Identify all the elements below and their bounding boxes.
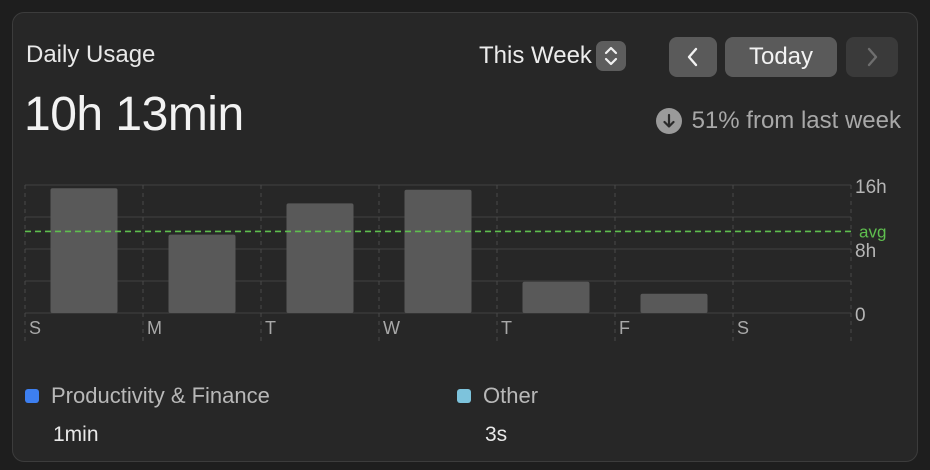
- legend-swatch-productivity: [25, 389, 39, 403]
- legend-value-other: 3s: [485, 423, 508, 446]
- x-tick-label: W: [383, 318, 400, 338]
- x-tick-label: F: [619, 318, 630, 338]
- chevron-left-icon: [687, 47, 698, 67]
- y-tick-label: 16h: [855, 177, 887, 198]
- x-tick-label: T: [501, 318, 512, 338]
- x-tick-label: S: [29, 318, 41, 338]
- total-usage: 10h 13min: [24, 88, 244, 141]
- previous-week-button[interactable]: [669, 37, 717, 77]
- trend-indicator: 51% from last week: [655, 107, 901, 135]
- range-selector[interactable]: This Week: [479, 41, 626, 71]
- average-label: avg: [859, 222, 886, 241]
- trend-text: 51% from last week: [691, 107, 901, 134]
- bar-3: [404, 189, 472, 313]
- y-tick-label: 0: [855, 305, 866, 326]
- x-tick-label: T: [265, 318, 276, 338]
- x-tick-label: M: [147, 318, 162, 338]
- bar-0: [50, 188, 118, 313]
- legend-label: Productivity & Finance: [51, 383, 270, 408]
- panel-title: Daily Usage: [26, 41, 156, 68]
- bar-2: [286, 203, 354, 313]
- up-down-chevron-icon[interactable]: [595, 41, 626, 71]
- legend-value-productivity: 1min: [53, 423, 99, 446]
- usage-bar-chart: avg 16h 8h 0 S M T W T F S: [24, 177, 887, 343]
- range-label: This Week: [479, 42, 592, 69]
- x-tick-label: S: [737, 318, 749, 338]
- legend-swatch-other: [457, 389, 471, 403]
- bar-1: [168, 234, 236, 313]
- next-week-button[interactable]: [846, 37, 898, 77]
- y-tick-label: 8h: [855, 241, 876, 262]
- bar-4: [522, 281, 590, 313]
- legend-label: Other: [483, 383, 539, 408]
- today-button[interactable]: Today: [725, 37, 837, 77]
- legend-productivity: Productivity & Finance: [25, 383, 270, 409]
- bar-5: [640, 293, 708, 313]
- arrow-down-circle-icon: [655, 108, 682, 134]
- chevron-right-icon: [867, 47, 878, 67]
- daily-usage-panel: Daily Usage 10h 13min This Week Today 51…: [12, 12, 918, 462]
- legend-other: Other: [457, 383, 538, 409]
